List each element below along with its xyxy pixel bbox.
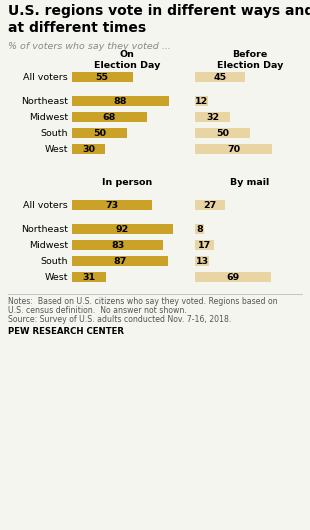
Text: 17: 17 [198,241,211,250]
Text: 88: 88 [114,96,127,105]
Bar [195,272,271,282]
Bar [195,112,230,122]
Text: 13: 13 [196,257,209,266]
Text: 55: 55 [96,73,109,82]
Bar [195,240,214,250]
Bar [195,144,272,154]
Text: 12: 12 [195,96,208,105]
Bar [72,72,132,82]
Text: U.S. regions vote in different ways and
at different times: U.S. regions vote in different ways and … [8,4,310,35]
Text: 68: 68 [103,112,116,121]
Text: Midwest: Midwest [29,241,68,250]
Text: All voters: All voters [23,73,68,82]
Text: 8: 8 [196,225,203,234]
Bar [72,200,152,210]
Text: South: South [41,257,68,266]
Bar [195,224,204,234]
Bar [72,224,173,234]
Text: 45: 45 [213,73,226,82]
Bar [72,128,127,138]
Bar [195,96,208,106]
Text: Northeast: Northeast [21,225,68,234]
Text: By mail: By mail [230,178,270,187]
Text: Notes:  Based on U.S. citizens who say they voted. Regions based on: Notes: Based on U.S. citizens who say th… [8,297,278,306]
Text: 32: 32 [206,112,219,121]
Text: U.S. census definition.  No answer not shown.: U.S. census definition. No answer not sh… [8,306,187,315]
Text: Source: Survey of U.S. adults conducted Nov. 7-16, 2018.: Source: Survey of U.S. adults conducted … [8,315,231,324]
Bar [72,240,163,250]
Text: 73: 73 [106,200,119,209]
Bar [72,144,105,154]
Text: 50: 50 [93,128,106,137]
Bar [195,72,245,82]
Bar [195,200,225,210]
Text: Northeast: Northeast [21,96,68,105]
Text: 87: 87 [113,257,126,266]
Text: 31: 31 [82,272,95,281]
Text: West: West [45,145,68,154]
Text: Before
Election Day: Before Election Day [217,50,283,70]
Text: Midwest: Midwest [29,112,68,121]
Text: 83: 83 [111,241,124,250]
Text: 50: 50 [216,128,229,137]
Bar [72,112,147,122]
Text: 27: 27 [203,200,216,209]
Text: 92: 92 [116,225,129,234]
Text: All voters: All voters [23,200,68,209]
Text: South: South [41,128,68,137]
Text: 69: 69 [226,272,240,281]
Text: On
Election Day: On Election Day [94,50,160,70]
Text: PEW RESEARCH CENTER: PEW RESEARCH CENTER [8,327,124,336]
Bar [72,256,168,266]
Bar [195,128,250,138]
Bar [72,272,106,282]
Text: In person: In person [102,178,152,187]
Bar [195,256,209,266]
Text: 30: 30 [82,145,95,154]
Text: West: West [45,272,68,281]
Text: 70: 70 [227,145,240,154]
Text: % of voters who say they voted ...: % of voters who say they voted ... [8,42,171,51]
Bar [72,96,169,106]
